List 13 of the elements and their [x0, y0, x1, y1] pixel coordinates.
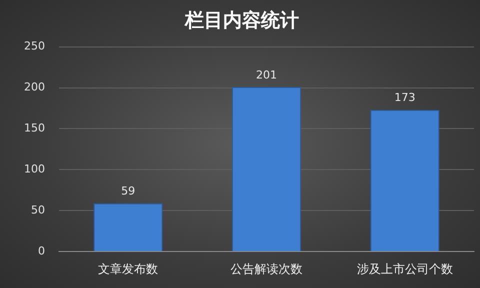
chart-title: 栏目内容统计 — [184, 9, 299, 32]
data-label: 201 — [256, 68, 277, 82]
y-tick-label: 200 — [24, 80, 45, 94]
y-tick-label: 100 — [24, 162, 45, 176]
data-label: 59 — [121, 184, 136, 198]
y-tick-label: 50 — [30, 204, 45, 216]
data-label: 173 — [394, 91, 416, 104]
y-tick-label: 150 — [24, 122, 45, 135]
y-tick-label: 250 — [24, 40, 45, 53]
y-tick-label: 0 — [38, 244, 45, 258]
x-tick-label: 文章发布数 — [98, 262, 158, 276]
x-tick-label: 公告解读次数 — [230, 262, 302, 276]
x-tick-label: 涉及上市公司个数 — [356, 262, 453, 276]
